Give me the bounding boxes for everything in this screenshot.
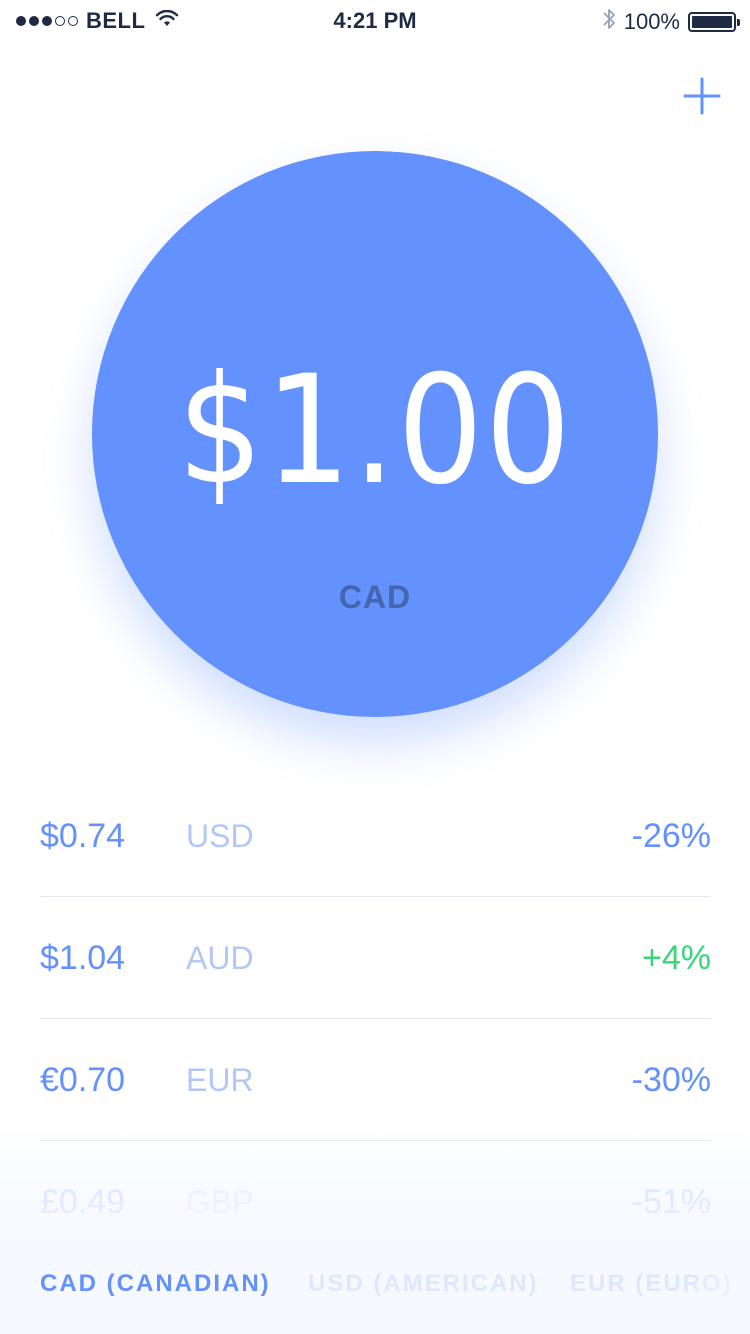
status-time: 4:21 PM (333, 8, 417, 33)
signal-strength-icon (16, 16, 78, 26)
base-amount[interactable]: $1.00 (177, 344, 573, 518)
rate-amount: €0.70 (40, 1061, 126, 1099)
amount-circle[interactable]: $1.00 CAD (92, 151, 658, 717)
rate-row-usd[interactable]: $0.74 USD -26% (40, 775, 711, 897)
signal-dot (68, 16, 78, 26)
rate-change: -26% (631, 817, 711, 855)
rate-row-aud[interactable]: $1.04 AUD +4% (40, 897, 711, 1019)
rate-change: +4% (642, 939, 711, 977)
signal-dot (16, 16, 26, 26)
carrier-name: BELL (86, 8, 146, 33)
add-currency-button[interactable] (682, 76, 722, 116)
signal-dot (29, 16, 39, 26)
status-bar: BELL 4:21 PM 100% (0, 0, 750, 40)
rate-currency-code: EUR (186, 1062, 254, 1098)
base-currency: CAD (338, 579, 412, 615)
plus-icon (683, 77, 721, 115)
rate-amount: $1.04 (40, 939, 126, 977)
signal-dot (42, 16, 52, 26)
status-right: 100% (602, 7, 740, 37)
currency-tab-strip[interactable]: CAD (CANADIAN) USD (AMERICAN) EUR (EURO) (0, 1264, 750, 1304)
rate-amount: $0.74 (40, 817, 126, 855)
bluetooth-icon (602, 7, 616, 37)
tab-cad[interactable]: CAD (CANADIAN) (40, 1270, 271, 1297)
rate-currency-code: AUD (186, 940, 254, 976)
rate-row-gbp[interactable]: £0.49 GBP -51% (40, 1141, 711, 1263)
battery-tip (737, 19, 740, 26)
wifi-icon (155, 8, 179, 34)
rate-change: -30% (631, 1061, 711, 1099)
tab-usd[interactable]: USD (AMERICAN) (308, 1270, 539, 1297)
rate-list: $0.74 USD -26% $1.04 AUD +4% €0.70 EUR -… (40, 775, 711, 1263)
rate-amount: £0.49 (40, 1183, 126, 1221)
tab-strip-edge-fade (690, 1264, 750, 1304)
battery-level (692, 16, 732, 28)
status-left: BELL (16, 8, 179, 34)
signal-dot (55, 16, 65, 26)
rate-currency-code: GBP (186, 1184, 254, 1220)
battery-percent: 100% (623, 9, 680, 34)
rate-change: -51% (631, 1183, 711, 1221)
battery-icon (688, 12, 740, 32)
rate-row-eur[interactable]: €0.70 EUR -30% (40, 1019, 711, 1141)
rate-currency-code: USD (186, 818, 254, 854)
